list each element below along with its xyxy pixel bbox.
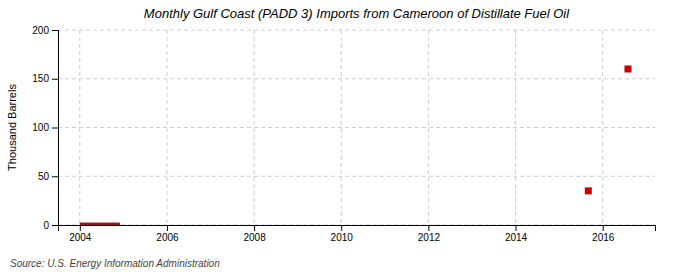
y-axis: 0 50 100 150 200	[32, 25, 58, 231]
tick-mark	[52, 176, 58, 177]
tick: 2012	[418, 225, 441, 243]
title: Monthly Gulf Coast (PADD 3) Imports from…	[144, 6, 570, 21]
grid-line	[602, 30, 603, 225]
tick-mark	[516, 225, 517, 231]
tick-mark	[80, 225, 81, 231]
point	[585, 187, 592, 194]
x-axis: 2004 2006 2008 2010 2012 2014 2016	[59, 225, 656, 243]
grid-line	[58, 78, 655, 79]
tick-label: 2004	[69, 232, 92, 243]
grid	[58, 30, 655, 225]
tick-label: 100	[32, 122, 49, 133]
axis-line	[52, 31, 59, 226]
point	[624, 66, 631, 73]
axis-line	[59, 226, 656, 232]
tick-mark	[52, 225, 58, 226]
tick-label: 50	[38, 171, 50, 182]
tick-label: 150	[32, 73, 49, 84]
tick: 2010	[331, 225, 354, 243]
tick-label: 2010	[331, 232, 354, 243]
grid-line	[58, 176, 655, 177]
tick-label: 200	[32, 25, 49, 36]
annotation: Source: U.S. Energy Information Administ…	[10, 258, 220, 269]
tick-mark	[52, 79, 58, 80]
tick-label: 2008	[243, 232, 266, 243]
grid-line	[58, 127, 655, 128]
chart: 2004200620082010201220142016050100150200…	[0, 0, 675, 275]
tick: 50	[38, 171, 58, 182]
tick: 2006	[156, 225, 179, 243]
tick-mark	[167, 225, 168, 231]
tick: 2004	[69, 225, 92, 243]
tick-label: 0	[43, 220, 49, 231]
marks	[80, 66, 632, 226]
plot: 2004 2006 2008 2010 2012 2014 2016 0 50 100 150 200	[32, 25, 655, 243]
tick-label: 2012	[418, 232, 441, 243]
tick: 100	[32, 122, 58, 133]
grid-line	[58, 30, 655, 31]
tick-label: 2006	[156, 232, 179, 243]
tick: 150	[32, 73, 58, 84]
tick: 2016	[592, 225, 615, 243]
tick-mark	[52, 30, 58, 31]
tick-label: 2016	[592, 232, 615, 243]
tick-mark	[341, 225, 342, 231]
bar	[80, 223, 120, 225]
tick-mark	[254, 225, 255, 231]
tick: 0	[43, 220, 58, 231]
tick-mark	[603, 225, 604, 231]
tick: 2014	[505, 225, 528, 243]
tick: 200	[32, 25, 58, 36]
tick-mark	[52, 128, 58, 129]
grid-line	[428, 30, 429, 225]
tick: 2008	[243, 225, 266, 243]
tick-label: 2014	[505, 232, 528, 243]
tick-mark	[428, 225, 429, 231]
y-axis-title: Thousand Barrels	[6, 84, 18, 171]
